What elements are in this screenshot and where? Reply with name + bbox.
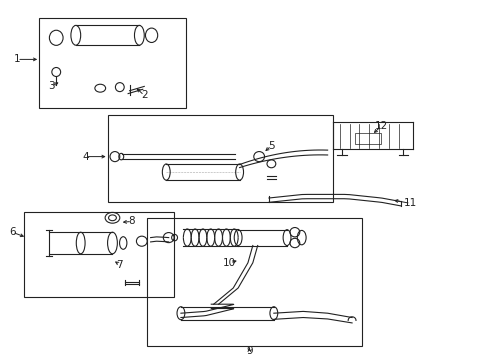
Text: 6: 6 (9, 227, 16, 237)
Text: 12: 12 (374, 121, 387, 131)
Bar (107, 115, 332, 202)
Text: 5: 5 (267, 141, 274, 151)
Bar (354, 133, 381, 144)
Bar (24, 212, 173, 297)
Bar (39, 18, 185, 108)
Text: 4: 4 (82, 152, 89, 162)
Text: 1: 1 (14, 54, 20, 64)
Text: 11: 11 (403, 198, 417, 208)
Text: 10: 10 (223, 258, 236, 268)
Text: 8: 8 (128, 216, 135, 226)
Text: 7: 7 (116, 260, 123, 270)
Text: 2: 2 (141, 90, 147, 100)
Text: 3: 3 (48, 81, 55, 91)
Text: 9: 9 (245, 346, 252, 356)
Bar (146, 218, 361, 346)
